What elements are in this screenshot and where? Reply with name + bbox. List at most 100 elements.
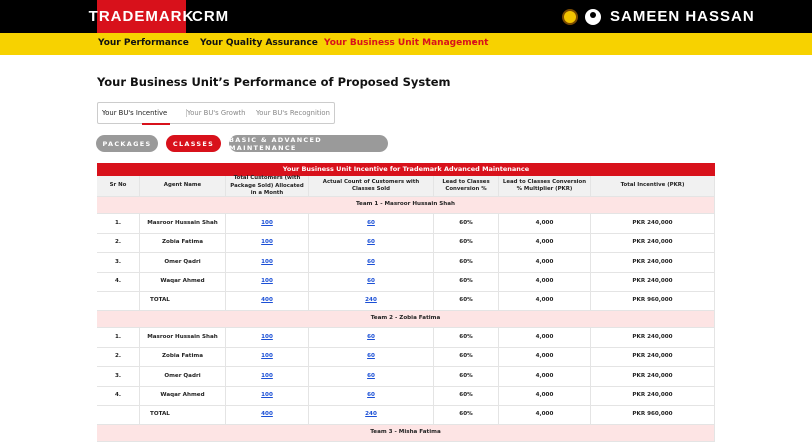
count-link[interactable]: 60 — [309, 272, 434, 292]
count-link[interactable]: 60 — [309, 347, 434, 367]
table-cell: 2. — [97, 233, 140, 253]
count-link[interactable]: 100 — [226, 386, 309, 406]
total-spacer — [97, 406, 140, 425]
count-link[interactable]: 100 — [226, 328, 309, 348]
column-header: Total Incentive (PKR) — [591, 176, 715, 197]
table-cell: 3. — [97, 253, 140, 273]
table-cell: Omer Qadri — [140, 253, 226, 273]
tab-active[interactable]: Your BU's Incentive — [102, 109, 168, 117]
table-cell: PKR 240,000 — [591, 214, 715, 234]
total-label: TOTAL — [140, 292, 226, 311]
table-cell: 4,000 — [499, 386, 591, 406]
nav-item[interactable]: Your Performance — [98, 38, 189, 48]
table-cell: 3. — [97, 367, 140, 387]
team-row: Team 3 - Misha Fatima — [97, 425, 715, 442]
user-name[interactable]: SAMEEN HASSAN — [610, 8, 755, 25]
total-cell: PKR 960,000 — [591, 406, 715, 425]
table-cell: 4,000 — [499, 328, 591, 348]
table-cell: PKR 240,000 — [591, 272, 715, 292]
table-cell: PKR 240,000 — [591, 386, 715, 406]
total-cell: 60% — [434, 292, 499, 311]
table-cell: 4. — [97, 272, 140, 292]
user-icon[interactable] — [585, 9, 601, 25]
total-link[interactable]: 240 — [309, 406, 434, 425]
table-cell: 60% — [434, 253, 499, 273]
table-cell: 4,000 — [499, 367, 591, 387]
table-cell: 4,000 — [499, 347, 591, 367]
team-row: Team 2 - Zobia Fatima — [97, 311, 715, 328]
table-cell: 60% — [434, 347, 499, 367]
count-link[interactable]: 100 — [226, 347, 309, 367]
total-cell: 60% — [434, 406, 499, 425]
count-link[interactable]: 60 — [309, 367, 434, 387]
page-title: Your Business Unit’s Performance of Prop… — [97, 75, 451, 89]
table-cell: 60% — [434, 272, 499, 292]
table-cell: 4,000 — [499, 272, 591, 292]
column-header: Total Customers (with Package Sold) Allo… — [226, 175, 309, 197]
bell-icon[interactable] — [562, 9, 578, 25]
table-cell: 4. — [97, 386, 140, 406]
table-cell: 60% — [434, 367, 499, 387]
table-cell: Zobia Fatima — [140, 347, 226, 367]
count-link[interactable]: 60 — [309, 328, 434, 348]
brand: TRADEMARK — [89, 0, 193, 33]
column-header: Lead to Classes Conversion % Multiplier … — [499, 176, 591, 197]
team-row: Team 1 - Masroor Hussain Shah — [97, 197, 715, 214]
dropdown-caret: ▾ — [472, 38, 476, 46]
count-link[interactable]: 60 — [309, 214, 434, 234]
nav-item[interactable]: Your Quality Assurance — [200, 38, 318, 48]
column-header: Actual Count of Customers with Classes S… — [309, 176, 434, 197]
nav-bar — [0, 33, 812, 55]
table-cell: Omer Qadri — [140, 367, 226, 387]
count-link[interactable]: 60 — [309, 233, 434, 253]
table-cell: Waqar Ahmed — [140, 386, 226, 406]
table-cell: 60% — [434, 233, 499, 253]
table-cell: 1. — [97, 214, 140, 234]
table-cell: 60% — [434, 214, 499, 234]
filter-pill[interactable]: BASIC & ADVANCED MAINTENANCE — [229, 135, 388, 152]
product: CRM — [192, 8, 230, 25]
table-cell: PKR 240,000 — [591, 367, 715, 387]
table-cell: PKR 240,000 — [591, 233, 715, 253]
nav-item-active[interactable]: Your Business Unit Management — [324, 38, 489, 48]
table-title: Your Business Unit Incentive for Tradema… — [97, 163, 715, 176]
table-cell: 60% — [434, 328, 499, 348]
count-link[interactable]: 100 — [226, 272, 309, 292]
count-link[interactable]: 60 — [309, 386, 434, 406]
total-spacer — [97, 292, 140, 311]
table-cell: 1. — [97, 328, 140, 348]
table-cell: PKR 240,000 — [591, 347, 715, 367]
count-link[interactable]: 100 — [226, 253, 309, 273]
count-link[interactable]: 60 — [309, 253, 434, 273]
table-cell: PKR 240,000 — [591, 253, 715, 273]
table-cell: Zobia Fatima — [140, 233, 226, 253]
table-cell: 60% — [434, 386, 499, 406]
column-header: Lead to Classes Conversion % — [434, 176, 499, 197]
total-cell: 4,000 — [499, 406, 591, 425]
filter-pill[interactable]: PACKAGES — [96, 135, 158, 152]
column-header: Sr No — [97, 176, 140, 197]
table-cell: 2. — [97, 347, 140, 367]
table-cell: Waqar Ahmed — [140, 272, 226, 292]
table-cell: 4,000 — [499, 253, 591, 273]
tab[interactable]: Your BU's Growth — [186, 109, 246, 117]
table-cell: 4,000 — [499, 233, 591, 253]
total-cell: 4,000 — [499, 292, 591, 311]
count-link[interactable]: 100 — [226, 367, 309, 387]
total-cell: PKR 960,000 — [591, 292, 715, 311]
table-cell: PKR 240,000 — [591, 328, 715, 348]
total-label: TOTAL — [140, 406, 226, 425]
table-cell: Masroor Hussain Shah — [140, 214, 226, 234]
count-link[interactable]: 100 — [226, 233, 309, 253]
total-link[interactable]: 240 — [309, 292, 434, 311]
table-cell: Masroor Hussain Shah — [140, 328, 226, 348]
count-link[interactable]: 100 — [226, 214, 309, 234]
total-link[interactable]: 400 — [226, 406, 309, 425]
total-link[interactable]: 400 — [226, 292, 309, 311]
tab-group — [97, 102, 335, 124]
column-header: Agent Name — [140, 176, 226, 197]
filter-pill-active[interactable]: CLASSES — [166, 135, 221, 152]
tab[interactable]: Your BU's Recognition — [256, 109, 330, 117]
